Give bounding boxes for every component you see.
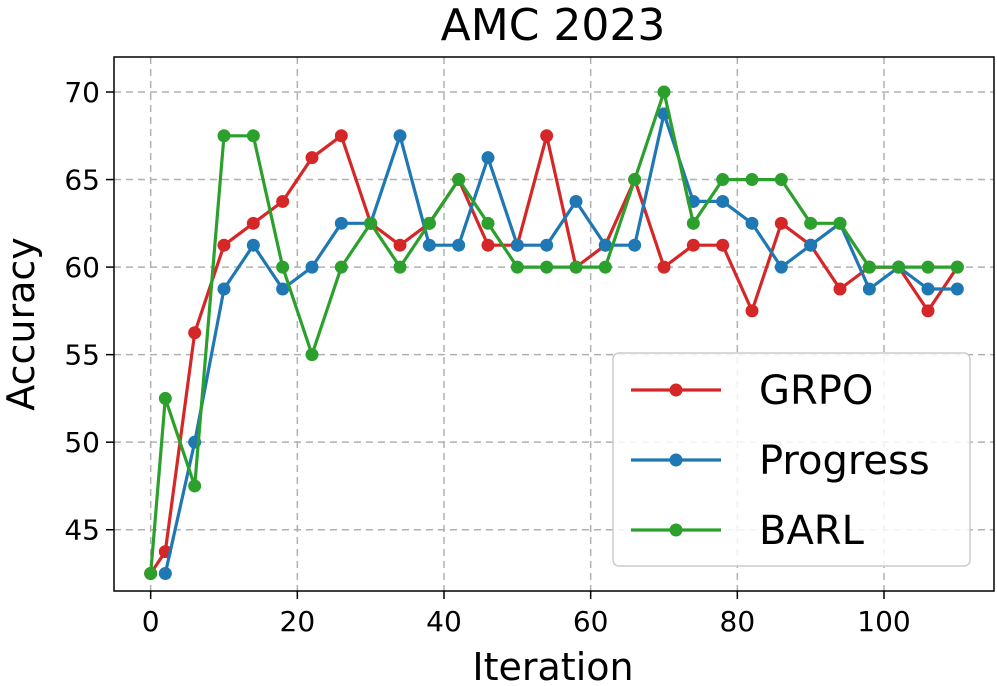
data-point xyxy=(364,216,378,230)
data-point xyxy=(804,216,818,230)
data-point xyxy=(452,173,466,187)
data-point xyxy=(334,129,348,143)
data-point xyxy=(833,216,847,230)
data-point xyxy=(628,173,642,187)
legend-label: Progress xyxy=(759,438,930,484)
legend-marker xyxy=(669,383,683,397)
series-layer xyxy=(144,85,964,580)
chart-title: AMC 2023 xyxy=(441,0,666,51)
x-tick-label: 20 xyxy=(280,605,316,638)
data-point xyxy=(510,238,524,252)
y-axis-label: Accuracy xyxy=(0,237,43,411)
legend-item-barl: BARL xyxy=(631,508,865,554)
data-point xyxy=(716,173,730,187)
x-tick-label: 0 xyxy=(142,605,160,638)
data-point xyxy=(774,173,788,187)
data-point xyxy=(217,282,231,296)
data-point xyxy=(393,129,407,143)
data-point xyxy=(217,238,231,252)
y-tick-label: 70 xyxy=(64,76,100,109)
y-tick-label: 65 xyxy=(64,164,100,197)
data-point xyxy=(833,282,847,296)
data-point xyxy=(950,260,964,274)
data-point xyxy=(804,238,818,252)
legend-item-progress: Progress xyxy=(631,438,930,484)
data-point xyxy=(657,85,671,99)
data-point xyxy=(305,348,319,362)
data-point xyxy=(921,304,935,318)
data-point xyxy=(921,260,935,274)
data-point xyxy=(393,260,407,274)
data-point xyxy=(305,260,319,274)
data-point xyxy=(569,260,583,274)
data-point xyxy=(716,194,730,208)
data-point xyxy=(862,282,876,296)
data-point xyxy=(657,260,671,274)
data-point xyxy=(158,391,172,405)
x-tick-label: 80 xyxy=(720,605,756,638)
data-point xyxy=(745,216,759,230)
data-point xyxy=(158,566,172,580)
x-tick-label: 100 xyxy=(857,605,910,638)
legend-marker xyxy=(669,523,683,537)
data-point xyxy=(686,216,700,230)
data-point xyxy=(540,238,554,252)
data-point xyxy=(598,260,612,274)
legend-item-grpo: GRPO xyxy=(631,368,873,414)
data-point xyxy=(217,129,231,143)
data-point xyxy=(774,260,788,274)
data-point xyxy=(481,216,495,230)
data-point xyxy=(481,238,495,252)
data-point xyxy=(745,173,759,187)
data-point xyxy=(144,566,158,580)
data-point xyxy=(452,238,466,252)
data-point xyxy=(422,238,436,252)
data-point xyxy=(950,282,964,296)
y-tick-label: 45 xyxy=(64,514,100,547)
data-point xyxy=(716,238,730,252)
data-point xyxy=(628,238,642,252)
data-point xyxy=(569,194,583,208)
data-point xyxy=(188,479,202,493)
data-point xyxy=(246,129,260,143)
data-point xyxy=(276,260,290,274)
series-line xyxy=(163,112,958,574)
plot-frame xyxy=(113,56,995,592)
x-tick-label: 60 xyxy=(573,605,609,638)
y-tick-label: 55 xyxy=(64,339,100,372)
data-point xyxy=(774,216,788,230)
data-point xyxy=(334,216,348,230)
data-point xyxy=(921,282,935,296)
data-point xyxy=(510,260,524,274)
data-point xyxy=(745,304,759,318)
data-point xyxy=(540,260,554,274)
legend-box xyxy=(612,352,971,567)
legend-marker xyxy=(669,453,683,467)
data-point xyxy=(305,151,319,165)
legend: GRPO Progress BARL xyxy=(612,352,971,567)
data-point xyxy=(393,238,407,252)
data-point xyxy=(276,282,290,296)
data-point xyxy=(481,151,495,165)
data-point xyxy=(422,216,436,230)
data-point xyxy=(246,238,260,252)
axis-ticks: 0 20 40 60 80 100 45 50 55 60 65 70 xyxy=(64,76,910,638)
data-point xyxy=(892,260,906,274)
data-point xyxy=(686,238,700,252)
series-barl xyxy=(144,85,964,580)
x-axis-label: Iteration xyxy=(472,645,633,686)
x-tick-label: 40 xyxy=(426,605,462,638)
data-point xyxy=(246,216,260,230)
data-point xyxy=(188,326,202,340)
data-point xyxy=(334,260,348,274)
data-point xyxy=(862,260,876,274)
data-point xyxy=(540,129,554,143)
data-point xyxy=(276,194,290,208)
y-tick-label: 60 xyxy=(64,251,100,284)
legend-label: GRPO xyxy=(759,368,873,414)
y-tick-label: 50 xyxy=(64,426,100,459)
legend-label: BARL xyxy=(759,508,865,554)
data-point xyxy=(598,238,612,252)
